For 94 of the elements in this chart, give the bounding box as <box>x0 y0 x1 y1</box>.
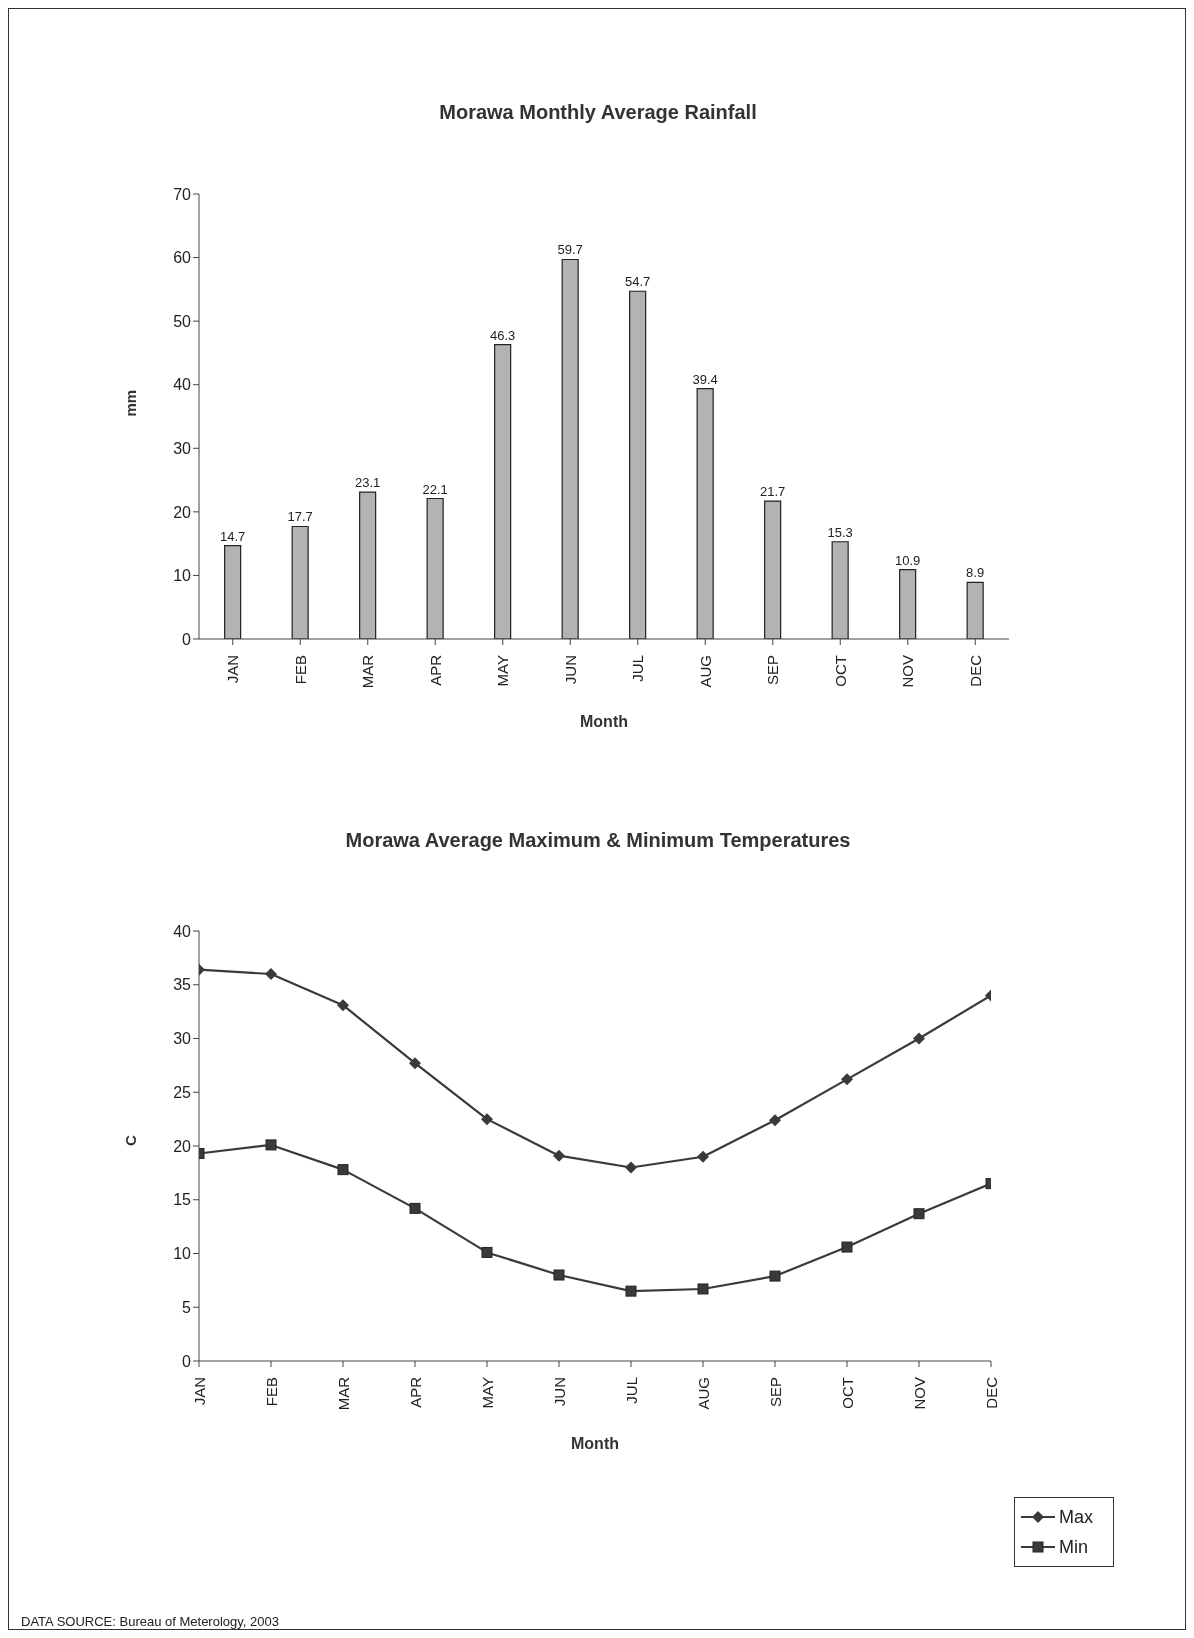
x-tick-label: MAY <box>494 655 512 687</box>
data-label: 15.3 <box>827 524 853 540</box>
y-tick-label: 0 <box>182 630 192 648</box>
point <box>265 1139 277 1151</box>
y-axis-title: mm <box>122 389 140 417</box>
point <box>769 1270 781 1282</box>
point <box>409 1057 421 1070</box>
y-tick-label: 15 <box>173 1191 192 1209</box>
bar <box>561 258 579 639</box>
data-label: 21.7 <box>759 484 786 500</box>
y-tick-label: 50 <box>173 312 192 330</box>
x-tick-label: APR <box>406 1376 424 1408</box>
x-tick-label: JAN <box>190 1377 208 1406</box>
bar <box>494 344 512 639</box>
x-tick-label: JUN <box>550 1377 568 1407</box>
y-tick-label: 10 <box>173 1245 192 1263</box>
data-label: 22.1 <box>422 481 448 497</box>
x-tick-label: JUN <box>561 655 579 685</box>
y-tick-label: 30 <box>173 439 192 457</box>
y-tick-label: 40 <box>173 376 192 394</box>
point <box>841 1241 853 1253</box>
x-tick-label: MAR <box>359 654 377 689</box>
chart-title: Morawa Average Maximum & Minimum Temperatures <box>344 829 852 852</box>
x-tick-label: SEP <box>766 1377 784 1408</box>
y-tick-label: 5 <box>182 1298 192 1316</box>
y-tick-label: 40 <box>173 922 192 940</box>
bar <box>629 290 647 639</box>
y-tick-label: 0 <box>182 1352 192 1370</box>
y-tick-label: 30 <box>173 1030 192 1048</box>
bar <box>291 525 309 639</box>
point <box>337 1164 349 1176</box>
point <box>481 1113 493 1126</box>
data-label: 17.7 <box>287 509 313 525</box>
x-tick-label: OCT <box>838 1377 856 1409</box>
data-label: 23.1 <box>354 475 381 491</box>
x-tick-label: APR <box>426 654 444 686</box>
bar <box>831 541 849 639</box>
point <box>625 1285 637 1297</box>
y-tick-label: 70 <box>173 185 192 203</box>
bar <box>224 544 242 639</box>
x-axis-title: Month <box>580 713 628 730</box>
data-label: 14.7 <box>219 528 246 544</box>
x-tick-label: FEB <box>262 1377 280 1407</box>
legend-label: Max <box>1059 1506 1094 1528</box>
x-tick-label: OCT <box>831 655 849 687</box>
point <box>841 1073 853 1086</box>
point <box>409 1202 421 1214</box>
point <box>481 1246 493 1258</box>
legend-label: Min <box>1059 1536 1089 1558</box>
x-tick-label: MAY <box>478 1377 496 1409</box>
x-tick-label: SEP <box>764 655 782 686</box>
x-tick-label: DEC <box>982 1376 1000 1409</box>
y-tick-label: 35 <box>173 976 192 994</box>
x-tick-label: JUL <box>629 655 647 682</box>
point <box>265 968 277 980</box>
point <box>697 1150 709 1163</box>
bar <box>764 500 782 639</box>
bar <box>359 491 377 639</box>
point <box>769 1114 781 1127</box>
point <box>553 1149 565 1162</box>
data-label: 59.7 <box>557 242 583 258</box>
x-tick-label: NOV <box>899 655 917 688</box>
point <box>553 1269 565 1281</box>
x-tick-label: JAN <box>224 655 242 684</box>
bar <box>426 497 444 639</box>
y-tick-label: 20 <box>173 1137 192 1155</box>
data-label: 54.7 <box>624 274 651 290</box>
y-tick-label: 60 <box>173 249 192 267</box>
data-label: 10.9 <box>894 552 921 568</box>
x-tick-label: NOV <box>910 1377 928 1410</box>
x-tick-label: AUG <box>696 655 714 688</box>
x-tick-label: JUL <box>622 1377 640 1404</box>
chart-title: Morawa Monthly Average Rainfall <box>438 101 758 124</box>
bar <box>696 387 714 639</box>
data-label: 8.9 <box>966 565 985 581</box>
data-label: 46.3 <box>489 327 516 343</box>
y-axis-title: C <box>122 1135 140 1146</box>
x-tick-label: FEB <box>291 655 309 685</box>
y-tick-label: 20 <box>173 503 192 521</box>
point <box>697 1283 709 1295</box>
bar <box>899 569 917 639</box>
y-tick-label: 10 <box>173 567 192 585</box>
point <box>337 999 349 1012</box>
source-note: DATA SOURCE: Bureau of Meterology, 2003 <box>21 1614 279 1629</box>
x-tick-label: DEC <box>966 654 984 687</box>
point <box>913 1032 925 1045</box>
x-tick-label: MAR <box>334 1376 352 1411</box>
point <box>913 1208 925 1220</box>
data-label: 39.4 <box>692 371 718 387</box>
point <box>625 1161 637 1174</box>
y-tick-label: 25 <box>173 1083 192 1101</box>
x-axis-title: Month <box>571 1435 619 1452</box>
bar <box>966 581 984 639</box>
x-tick-label: AUG <box>694 1377 712 1410</box>
